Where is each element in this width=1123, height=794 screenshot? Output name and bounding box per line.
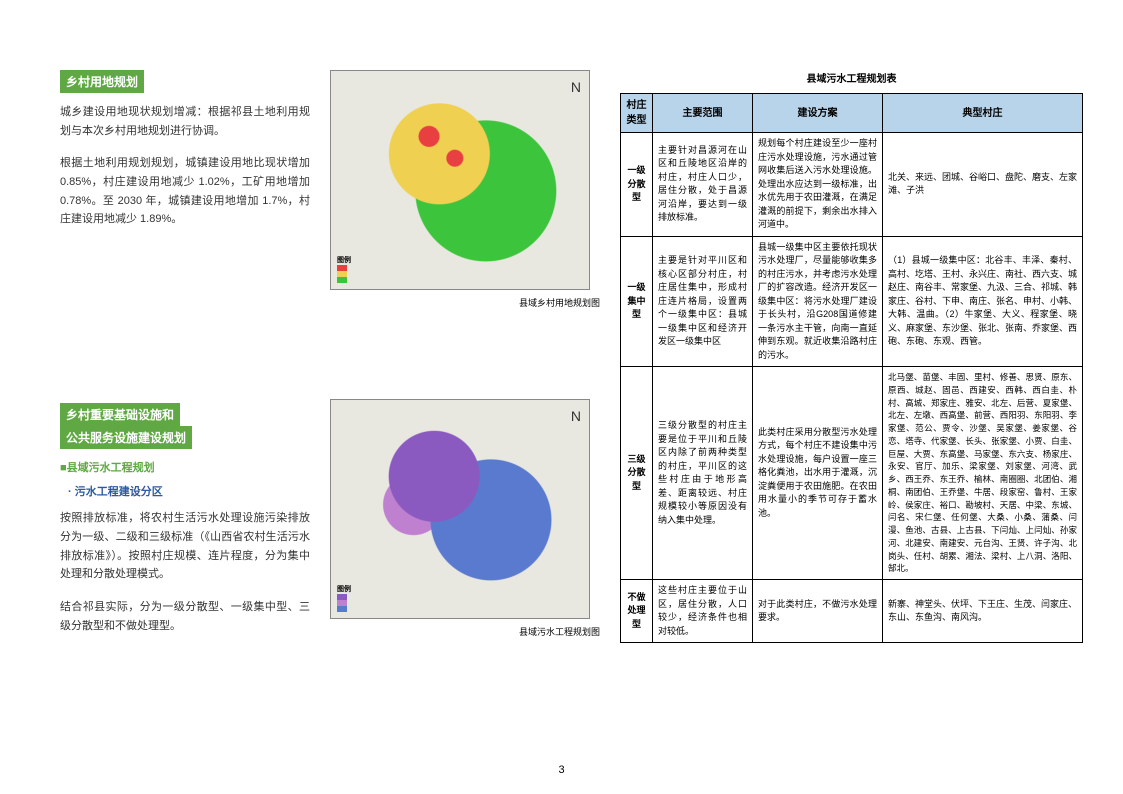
cell-type: 一级分散型 — [621, 133, 653, 237]
section2-sub2: · 污水工程建设分区 — [60, 483, 310, 499]
page-number: 3 — [558, 764, 564, 776]
table-row: 一级集中型 主要是针对平川区和核心区部分村庄，村庄居住集中，形成村庄连片格局，设… — [621, 236, 1083, 367]
cell-villages: 新寨、神堂头、伏坪、下王庄、生茂、闫家庄、东山、东鱼沟、南风沟。 — [883, 580, 1083, 643]
cell-scope: 主要针对昌源河在山区和丘陵地区沿岸的村庄，村庄人口少，居住分散，处于昌源河沿岸，… — [653, 133, 753, 237]
cell-type: 不做处理型 — [621, 580, 653, 643]
cell-villages: 北马堡、苗堡、丰固、里村、修善、思贤、原东、原西、城赵、固邑、西建安、西韩、西白… — [883, 367, 1083, 580]
section2-title-a: 乡村重要基础设施和 — [60, 403, 180, 426]
section1-para1: 城乡建设用地现状规划增减：根据祁县土地利用规划与本次乡村用地规划进行协调。 — [60, 103, 310, 140]
section2-para2: 结合祁县实际，分为一级分散型、一级集中型、三级分散型和不做处理型。 — [60, 598, 310, 635]
cell-type: 三级分散型 — [621, 367, 653, 580]
map1-caption: 县域乡村用地规划图 — [330, 296, 600, 309]
map1-legend: 图例 — [337, 256, 351, 283]
left-column: 乡村用地规划 城乡建设用地现状规划增减：根据祁县土地利用规划与本次乡村用地规划进… — [60, 70, 330, 774]
table-header-row: 村庄类型 主要范围 建设方案 典型村庄 — [621, 94, 1083, 133]
col-type: 村庄类型 — [621, 94, 653, 133]
cell-plan: 对于此类村庄，不做污水处理要求。 — [753, 580, 883, 643]
col-villages: 典型村庄 — [883, 94, 1083, 133]
section1-para2: 根据土地利用规划规划，城镇建设用地比现状增加 0.85%，村庄建设用地减少 1.… — [60, 154, 310, 229]
section2-title-b: 公共服务设施建设规划 — [60, 426, 192, 449]
col-plan: 建设方案 — [753, 94, 883, 133]
table-row: 不做处理型 这些村庄主要位于山区，居住分散，人口较少，经济条件也相对较低。 对于… — [621, 580, 1083, 643]
cell-plan: 此类村庄采用分散型污水处理方式，每个村庄不建设集中污水处理设施，每户设置一座三格… — [753, 367, 883, 580]
cell-plan: 县城一级集中区主要依托现状污水处理厂，尽量能够收集多的村庄污水，并考虑污水处理厂… — [753, 236, 883, 367]
maps-column: N 图例 县域乡村用地规划图 N 图例 县域污水工程规划图 — [330, 70, 600, 774]
cell-scope: 三级分散型的村庄主要是位于平川和丘陵区内除了前两种类型的村庄，平川区的这些村庄由… — [653, 367, 753, 580]
map2-sewage: N 图例 — [330, 399, 590, 619]
table-row: 一级分散型 主要针对昌源河在山区和丘陵地区沿岸的村庄，村庄人口少，居住分散，处于… — [621, 133, 1083, 237]
cell-plan: 规划每个村庄建设至少一座村庄污水处理设施，污水通过管网收集后送入污水处理设施。处… — [753, 133, 883, 237]
compass-icon: N — [571, 408, 581, 424]
cell-villages: （1）县城一级集中区：北谷丰、丰泽、秦村、高村、圪塔、王村、永兴庄、南社、西六支… — [883, 236, 1083, 367]
section1-title: 乡村用地规划 — [60, 70, 144, 93]
cell-scope: 这些村庄主要位于山区，居住分散，人口较少，经济条件也相对较低。 — [653, 580, 753, 643]
table-row: 三级分散型 三级分散型的村庄主要是位于平川和丘陵区内除了前两种类型的村庄，平川区… — [621, 367, 1083, 580]
section2-para1: 按照排放标准，将农村生活污水处理设施污染排放分为一级、二级和三级标准（《山西省农… — [60, 509, 310, 584]
section2-sub1: ■县域污水工程规划 — [60, 459, 310, 475]
sewage-plan-table: 村庄类型 主要范围 建设方案 典型村庄 一级分散型 主要针对昌源河在山区和丘陵地… — [620, 93, 1083, 643]
col-scope: 主要范围 — [653, 94, 753, 133]
compass-icon: N — [571, 79, 581, 95]
table-body: 一级分散型 主要针对昌源河在山区和丘陵地区沿岸的村庄，村庄人口少，居住分散，处于… — [621, 133, 1083, 643]
cell-scope: 主要是针对平川区和核心区部分村庄，村庄居住集中，形成村庄连片格局，设置两个一级集… — [653, 236, 753, 367]
map2-caption: 县域污水工程规划图 — [330, 625, 600, 638]
map1-landuse: N 图例 — [330, 70, 590, 290]
table-title: 县域污水工程规划表 — [620, 70, 1083, 85]
right-column: 县域污水工程规划表 村庄类型 主要范围 建设方案 典型村庄 一级分散型 主要针对… — [600, 70, 1083, 774]
cell-villages: 北关、来远、团城、谷峪口、盘陀、磨支、左家滩、子洪 — [883, 133, 1083, 237]
map2-legend: 图例 — [337, 585, 351, 612]
cell-type: 一级集中型 — [621, 236, 653, 367]
